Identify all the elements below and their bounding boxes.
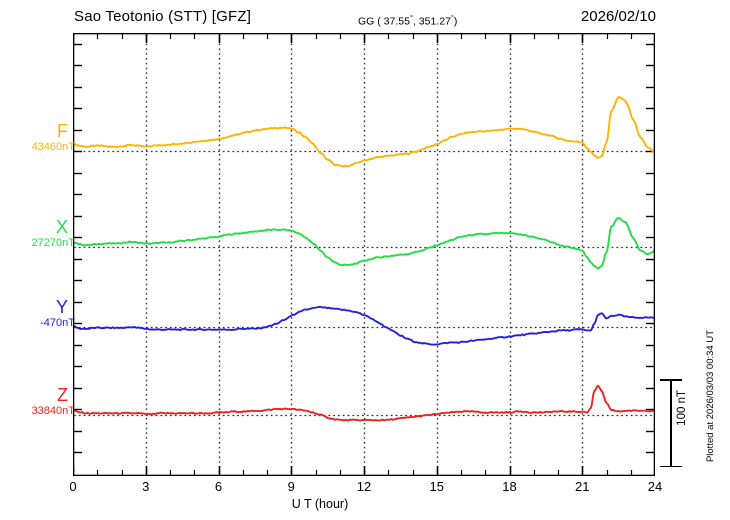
x-tick-label-3: 3: [142, 479, 150, 494]
trace-x: [73, 216, 655, 270]
component-baseline-value-f: 43460nT: [31, 141, 75, 153]
x-tick-label-0: 0: [69, 479, 77, 494]
x-tick-label-12: 12: [356, 479, 372, 494]
component-letter-f: F: [57, 121, 68, 141]
scale-bar-label: 100 nT: [676, 390, 688, 426]
component-letter-x: X: [55, 217, 68, 237]
trace-y: [73, 305, 655, 346]
scale-bar: [660, 379, 682, 467]
magnetogram-svg: [73, 33, 655, 476]
observation-date: 2026/02/10: [580, 8, 656, 25]
x-tick-label-18: 18: [502, 479, 517, 494]
coords-close: ): [453, 15, 458, 28]
data-traces: [73, 95, 655, 422]
component-letter-z: Z: [57, 385, 68, 405]
x-tick-label-9: 9: [287, 479, 295, 494]
coords-lon: , 351.27: [412, 15, 451, 28]
station-title: Sao Teotonio (STT) [GFZ]: [74, 8, 252, 25]
x-tick-label-21: 21: [575, 479, 590, 494]
scale-bar-bottom-cap: [660, 465, 682, 467]
scale-bar-line: [670, 379, 672, 467]
axis-ticks: [73, 34, 655, 475]
component-baseline-value-x: 27270nT: [31, 237, 75, 249]
component-letter-y: Y: [55, 297, 68, 317]
grid-lines: [145, 34, 584, 475]
x-tick-label-6: 6: [214, 479, 223, 494]
degree-sign-lat: °: [409, 13, 413, 22]
coords-lat: GG ( 37.55: [358, 15, 410, 28]
degree-sign-lon: °: [450, 13, 454, 22]
plotted-at-note: Plotted at 2026/03/03 00:34 UT: [705, 330, 716, 463]
geographic-coordinates: GG ( 37.55°, 351.27°): [358, 13, 457, 28]
component-baseline-value-z: 33840nT: [31, 405, 75, 417]
x-tick-label-15: 15: [429, 479, 444, 494]
baseline-lines: [74, 150, 654, 417]
magnetogram-plot: [73, 33, 655, 476]
x-tick-label-24: 24: [647, 479, 663, 494]
component-baseline-value-y: -470nT: [40, 317, 75, 329]
x-axis-title: U T (hour): [291, 497, 349, 511]
trace-z: [73, 384, 655, 422]
plot-border: [73, 33, 655, 476]
trace-f: [73, 95, 655, 168]
